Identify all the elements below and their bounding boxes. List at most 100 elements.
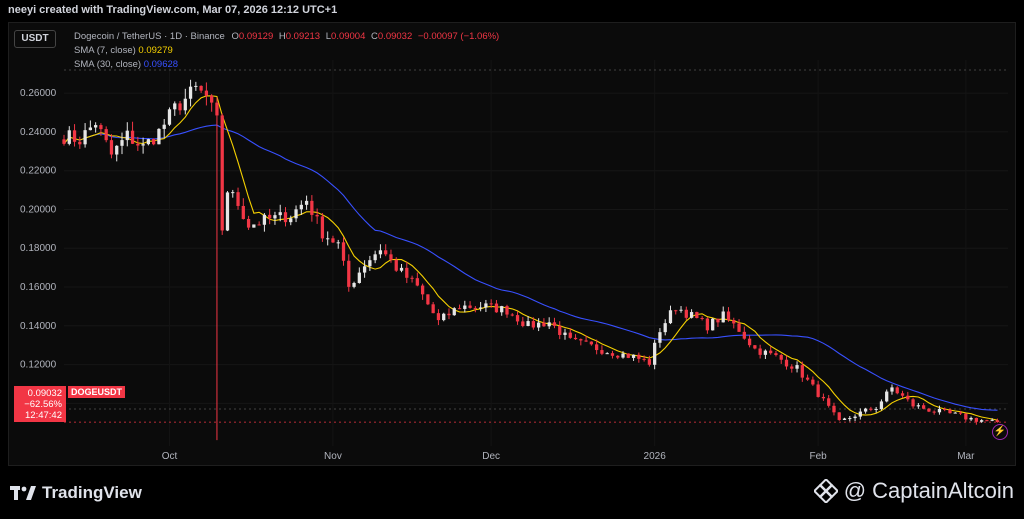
- chart-grid: [64, 60, 1008, 446]
- candle-body: [315, 214, 319, 217]
- candle-body: [552, 322, 557, 326]
- candle-body: [104, 129, 108, 141]
- low-value: 0.09004: [331, 31, 366, 42]
- candle-body: [99, 125, 103, 130]
- candle-body: [505, 306, 509, 315]
- candle-body: [985, 420, 989, 422]
- candle-body: [515, 315, 520, 322]
- candle-body: [795, 365, 799, 369]
- candle-body: [689, 312, 694, 318]
- currency-unit-button[interactable]: USDT: [14, 30, 56, 48]
- candle-body: [679, 309, 683, 311]
- candle-body: [157, 128, 161, 145]
- candle-body: [542, 322, 546, 327]
- high-value: 0.09213: [285, 31, 321, 42]
- candle-body: [494, 303, 499, 313]
- candle-body: [700, 318, 704, 320]
- candle-body: [890, 387, 894, 392]
- candle-body: [136, 143, 140, 146]
- candle-body: [753, 345, 757, 349]
- candle-body: [67, 130, 71, 144]
- candle-body: [621, 353, 625, 358]
- candle-body: [262, 214, 267, 225]
- candle-body: [827, 398, 831, 406]
- time-axis: Oct Nov Dec 2026 Feb Mar: [162, 451, 975, 462]
- candle-body: [732, 319, 736, 324]
- candle-body: [236, 192, 240, 206]
- candle-body: [895, 387, 899, 394]
- y-tick-label: 0.20000: [20, 204, 57, 215]
- chart-frame[interactable]: [8, 22, 1016, 466]
- candle-body: [800, 365, 804, 378]
- candle-body: [900, 393, 905, 396]
- candle-body: [595, 344, 599, 351]
- candle-body: [389, 254, 393, 260]
- sma7-label[interactable]: SMA (7, close): [74, 45, 136, 56]
- candle-body: [88, 127, 93, 131]
- tradingview-logo-icon: [10, 486, 36, 500]
- candle-body: [241, 205, 245, 219]
- candle-body: [521, 321, 525, 326]
- candle-body: [911, 399, 915, 407]
- candle-body: [341, 242, 346, 261]
- candle-body: [721, 311, 725, 323]
- candle-body: [979, 420, 984, 422]
- candle-body: [906, 395, 910, 400]
- sma7-value: 0.09279: [138, 45, 173, 56]
- candle-body: [405, 267, 409, 278]
- candle-body: [716, 318, 720, 323]
- candle-body: [863, 408, 868, 412]
- candle-body: [362, 266, 367, 273]
- symbol-title[interactable]: Dogecoin / TetherUS · 1D · Binance: [74, 31, 225, 42]
- candle-body: [953, 412, 957, 414]
- candle-body: [995, 420, 1000, 423]
- sma30-label[interactable]: SMA (30, close): [74, 59, 142, 70]
- y-tick-label: 0.14000: [20, 321, 57, 332]
- candle-body: [969, 417, 973, 420]
- lightning-icon[interactable]: ⚡: [992, 424, 1008, 440]
- candle-body: [62, 139, 66, 144]
- candle-body: [473, 307, 477, 309]
- candle-body: [130, 130, 135, 144]
- candle-body: [805, 377, 810, 380]
- candles: [62, 79, 1000, 441]
- candle-body: [695, 312, 699, 319]
- candle-body: [763, 350, 768, 355]
- candle-body: [210, 95, 214, 103]
- candle-body: [943, 408, 947, 410]
- candle-body: [215, 102, 219, 116]
- candle-body: [821, 396, 826, 399]
- candle-body: [842, 418, 847, 420]
- candle-body: [510, 314, 514, 316]
- candle-body: [674, 310, 678, 312]
- candle-body: [178, 103, 182, 111]
- candle-body: [420, 285, 425, 295]
- candle-body: [937, 408, 942, 413]
- candle-body: [310, 200, 314, 215]
- sma30-line: [63, 124, 998, 411]
- candle-body: [779, 355, 783, 360]
- candle-body: [399, 267, 404, 271]
- candle-body: [774, 353, 778, 356]
- candle-body: [547, 322, 551, 327]
- candle-body: [436, 313, 441, 321]
- candle-body: [626, 353, 630, 358]
- candle-body: [347, 260, 351, 287]
- candle-body: [526, 321, 530, 326]
- sma30-series-line: [63, 124, 998, 411]
- candle-body: [948, 409, 952, 414]
- candle-body: [637, 354, 641, 359]
- candle-body: [869, 408, 873, 410]
- candle-body: [188, 86, 193, 99]
- candle-body: [368, 260, 372, 267]
- candle-body: [257, 224, 261, 226]
- percent-change: −62.56%: [24, 399, 62, 410]
- candle-body: [684, 309, 688, 318]
- candle-body: [373, 254, 377, 261]
- candle-body: [83, 130, 87, 145]
- symbol-tag: DOGEUSDT: [68, 386, 126, 398]
- candle-body: [336, 242, 340, 244]
- candle-body: [231, 192, 235, 194]
- sma7-series-line: [63, 95, 998, 421]
